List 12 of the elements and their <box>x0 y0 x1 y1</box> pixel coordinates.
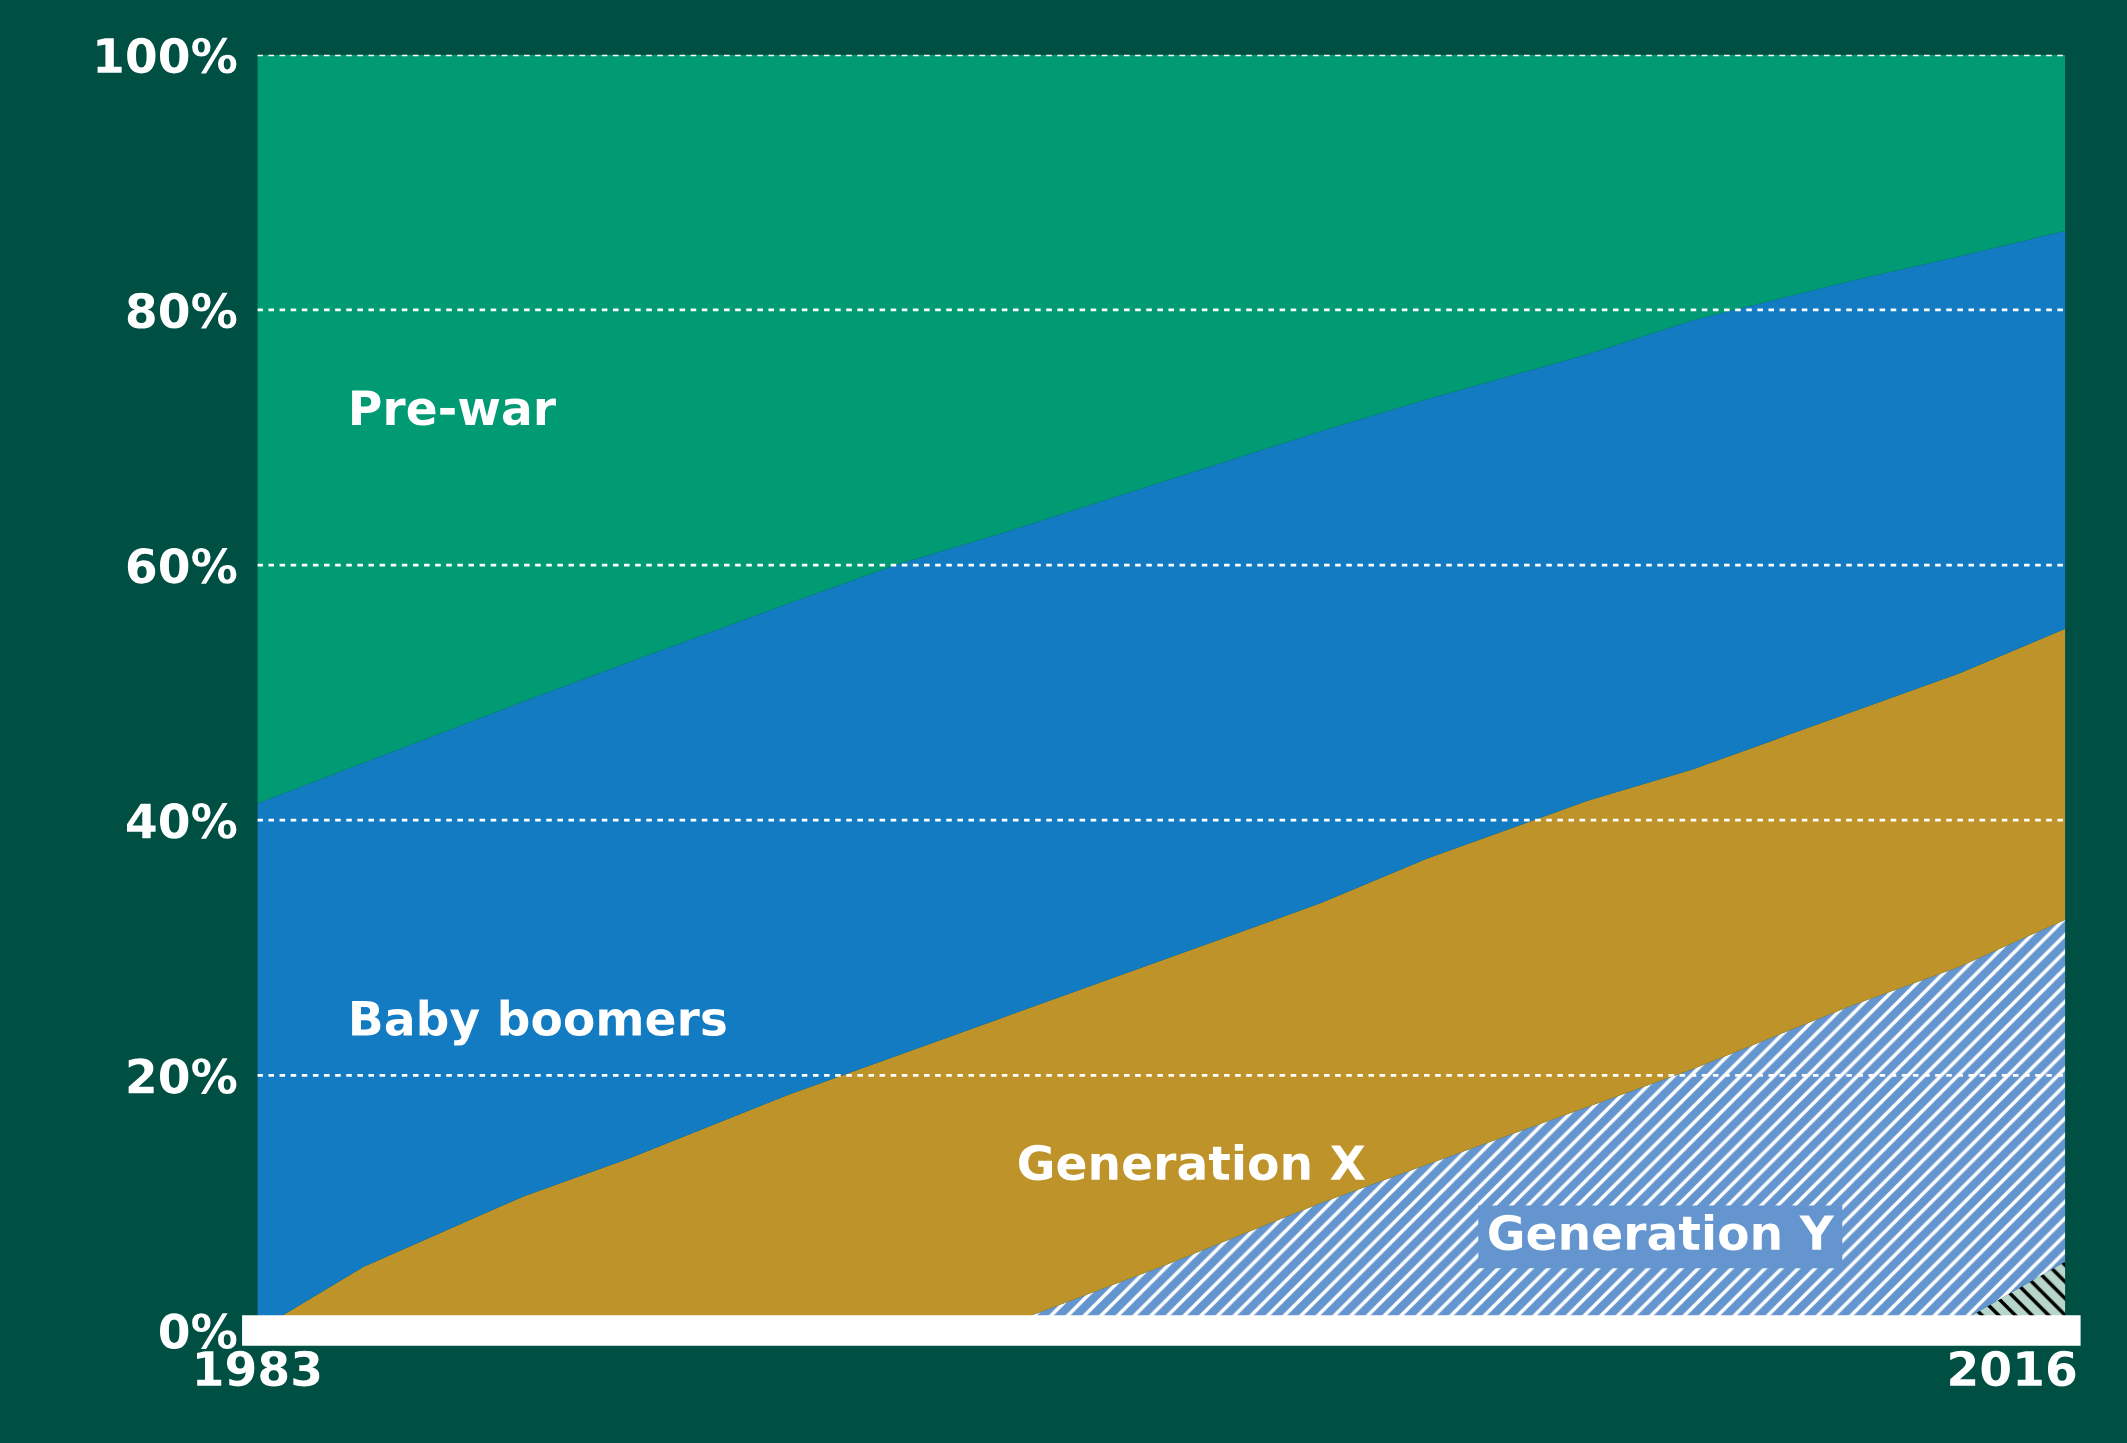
series-label: Generation X <box>1019 1143 1366 1181</box>
series-label: Pre-war <box>352 390 556 426</box>
y-tick-label: 0% <box>160 1313 237 1350</box>
y-tick-label: 80% <box>127 292 237 329</box>
x-tick-label: 2016 <box>1950 1350 2076 1387</box>
y-tick-label: 20% <box>128 1058 237 1094</box>
y-tick-label: 40% <box>127 803 237 839</box>
y-tick-label: 60% <box>127 547 237 584</box>
series-label: Baby boomers <box>352 999 726 1046</box>
x-tick-label: 1983 <box>196 1350 320 1387</box>
y-tick-label: 100% <box>97 37 237 74</box>
series-label: Generation Y <box>1489 1213 1835 1251</box>
